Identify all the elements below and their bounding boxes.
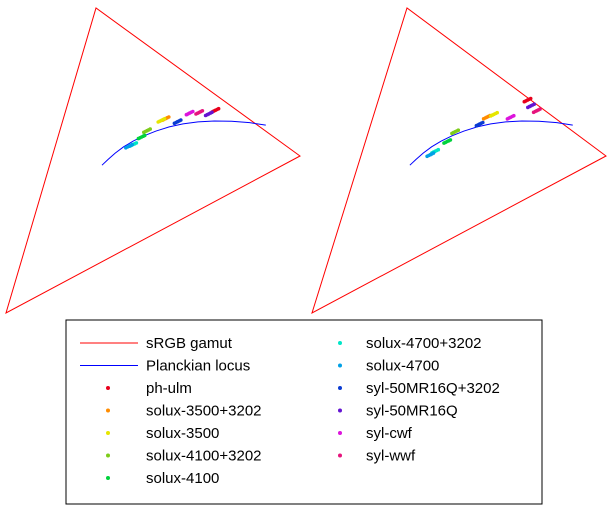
marker [216,106,221,111]
chart-panels [5,7,607,315]
legend: sRGB gamut Planckian locus ph-ulm solux-350… [65,319,543,505]
marker [210,110,214,115]
point-solux-3500 [489,110,500,118]
marker [528,96,533,101]
point-solux-4100 [442,138,453,145]
point-solux-3500 [156,117,167,124]
marker [200,109,205,113]
legend-label: syl-cwf [366,425,413,442]
legend-swatch-dot [106,386,110,390]
marker [162,117,167,121]
marker [148,127,152,131]
legend-entry: syl-cwf [338,425,413,442]
marker [495,110,500,115]
legend-label: ph-ulm [146,380,192,397]
legend-entry: ph-ulm [106,380,192,397]
legend-entry: solux-3500 [106,425,219,442]
point-ph-ulm [522,96,533,104]
legend-box [65,319,543,505]
planckian-locus-line [101,120,266,166]
legend-swatch-dot [106,476,110,480]
marker [431,151,436,155]
legend-label: solux-4700 [366,358,439,375]
point-solux-4100-3202 [450,128,461,136]
marker [448,138,453,142]
legend-label: syl-50MR16Q+3202 [366,380,500,397]
legend-label: solux-3500 [146,425,219,442]
point-syl-wwf [531,107,542,115]
legend-swatch-dot [338,453,342,458]
legend-label: syl-wwf [366,448,416,465]
point-syl-cwf [184,109,195,117]
srgb-gamut-triangle [311,7,607,315]
marker [130,142,134,147]
point-syl-cwf [505,113,516,121]
legend-swatch-dot [106,408,110,413]
legend-entry: solux-3500+3202 [106,403,262,420]
point-solux-4100 [136,133,147,141]
legend-swatch-dot [338,408,342,413]
panel-left [5,7,301,315]
legend-label: Planckian locus [146,358,250,375]
marker [532,102,536,106]
legend-label: sRGB gamut [146,335,233,352]
marker [456,128,461,132]
marker [191,109,195,114]
legend-entry: Planckian locus [80,358,250,375]
point-solux-4700 [425,151,436,159]
legend-entry: solux-4100 [106,470,219,487]
point-syl-50mr16q-3202 [172,118,183,126]
marker [436,147,441,152]
legend-entry: solux-4700 [338,358,439,375]
legend-entry: syl-50MR16Q+3202 [338,380,500,397]
legend-label: solux-3500+3202 [146,403,262,420]
legend-label: solux-4100+3202 [146,448,262,465]
legend-label: solux-4100 [146,470,219,487]
marker [538,107,542,111]
marker [143,133,147,138]
panel-right [311,7,607,315]
legend-swatch-dot [338,363,342,368]
marker [134,141,139,145]
srgb-gamut-triangle [5,7,301,315]
legend-swatch-dot [338,386,342,390]
marker [481,120,485,125]
legend-swatch-dot [338,341,342,345]
planckian-locus-line [409,120,573,166]
legend-swatch-dot [106,453,110,458]
legend-entry: syl-50MR16Q [338,403,458,420]
marker [512,113,516,118]
marker [167,115,171,119]
legend-entry: syl-wwf [338,448,416,465]
legend-entry: solux-4100+3202 [106,448,262,465]
point-syl-50mr16q [526,102,536,110]
legend-entry: sRGB gamut [80,335,233,352]
legend-label: syl-50MR16Q [366,403,458,420]
legend-entry: solux-4700+3202 [338,335,482,352]
point-syl-wwf [194,109,205,116]
point-syl-50mr16q-3202 [474,120,485,128]
legend-swatch-dot [106,431,110,435]
point-solux-4100-3202 [142,127,152,135]
point-solux-4700 [124,142,134,150]
marker [179,118,183,122]
legend-label: solux-4700+3202 [366,335,482,352]
legend-swatch-dot [338,431,342,435]
point-syl-50mr16q [203,110,214,118]
